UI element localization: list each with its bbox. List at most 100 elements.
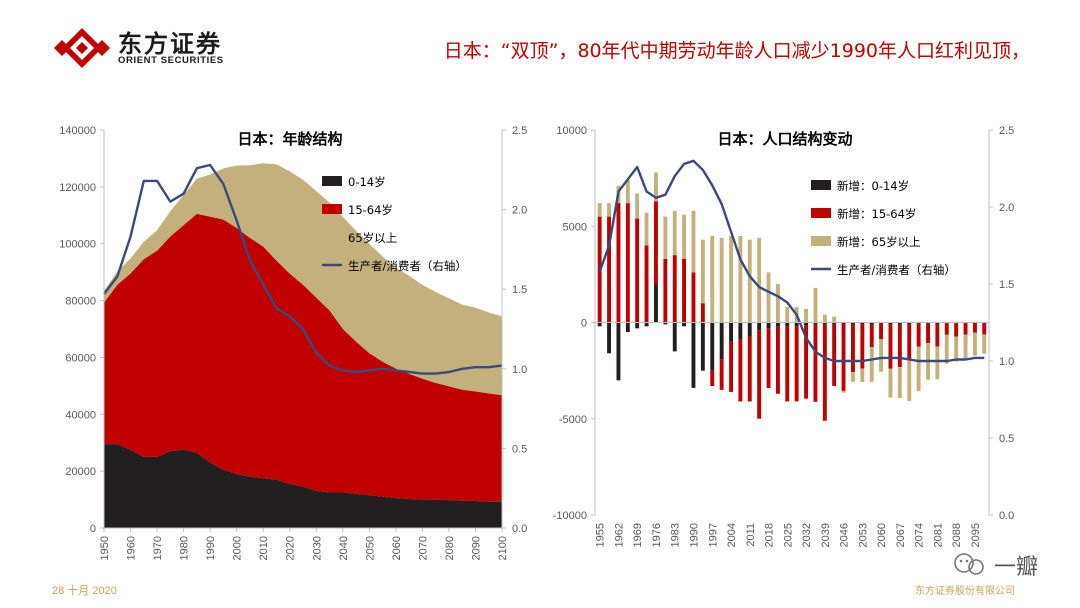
- bar-segment: [860, 324, 865, 369]
- bar-segment: [710, 370, 715, 386]
- bar-segment: [776, 284, 780, 323]
- bar-segment: [710, 322, 715, 371]
- bar-segment: [776, 322, 780, 327]
- line-producer-consumer-ratio: [598, 159, 985, 363]
- y-tick-label: 100000: [59, 239, 96, 251]
- bar-segment: [926, 322, 930, 324]
- legend-label: 生产者/消费者（右轴）: [348, 259, 467, 273]
- y-tick-label: -5000: [559, 414, 587, 426]
- bar-segment: [663, 216, 668, 259]
- bar-segment: [794, 322, 799, 327]
- bar-segment: [710, 235, 715, 323]
- legend-label: 生产者/消费者（右轴）: [837, 263, 956, 277]
- bar-segment: [738, 235, 743, 323]
- bar-segment: [954, 336, 959, 362]
- bar-segment: [691, 210, 696, 273]
- bar-segment: [897, 324, 902, 368]
- bar-segment: [729, 322, 733, 342]
- bar-segment: [804, 325, 808, 399]
- bar-segment: [907, 360, 912, 401]
- brand-name-cn: 东方证券: [118, 30, 222, 58]
- x-tick-label: 2088: [951, 523, 963, 547]
- bar-segment: [766, 272, 771, 323]
- x-tick-label: 2080: [444, 536, 456, 560]
- x-tick-label: 2074: [914, 523, 926, 547]
- x-tick-label: 2025: [782, 523, 794, 547]
- bar-segment: [663, 259, 668, 323]
- x-tick-label: 1983: [670, 523, 682, 547]
- bar-segment: [597, 322, 602, 327]
- legend-swatch: [811, 208, 831, 218]
- bar-segment: [841, 323, 846, 391]
- y-tick-label: 120000: [59, 182, 96, 194]
- legend-label: 15-64岁: [348, 203, 393, 217]
- x-tick-label: 2046: [839, 523, 851, 547]
- x-tick-label: 1969: [632, 523, 644, 547]
- x-tick-label: 2020: [285, 536, 297, 560]
- x-tick-label: 2039: [820, 523, 832, 547]
- bar-segment: [776, 326, 780, 394]
- y-right-tick-label: 2.0: [512, 205, 527, 217]
- y-right-tick-label: 0.5: [512, 443, 527, 455]
- y-right-tick-label: 0.5: [999, 433, 1014, 445]
- bar-segment: [869, 322, 874, 324]
- brand-name-en: ORIENT SECURITIES: [118, 55, 224, 66]
- bar-segment: [944, 334, 949, 364]
- y-right-tick-label: 2.0: [999, 202, 1014, 214]
- bar-segment: [682, 214, 686, 259]
- y-tick-label: 10000: [556, 125, 587, 137]
- bar-segment: [963, 323, 968, 335]
- bar-segment: [841, 390, 846, 393]
- bar-segment: [888, 322, 893, 325]
- y-tick-label: 40000: [65, 409, 96, 421]
- bar-segment: [672, 255, 677, 323]
- bar-segment: [935, 346, 940, 380]
- bar-segment: [860, 322, 865, 325]
- x-tick-label: 2081: [932, 523, 944, 547]
- y-tick-label: -10000: [553, 510, 587, 522]
- bar-segment: [869, 347, 874, 382]
- x-tick-label: 1970: [152, 536, 164, 560]
- y-tick-label: 0: [581, 318, 587, 330]
- bar-segment: [635, 218, 640, 323]
- y-tick-label: 5000: [563, 221, 587, 233]
- bar-segment: [832, 316, 837, 323]
- bar-segment: [794, 326, 799, 402]
- x-tick-label: 2060: [876, 523, 888, 547]
- bar-segment: [813, 322, 818, 325]
- x-tick-label: 1976: [651, 523, 663, 547]
- bar-segment: [625, 322, 630, 333]
- x-tick-label: 1997: [707, 523, 719, 547]
- y-right-tick-label: 1.0: [999, 356, 1014, 368]
- bar-segment: [757, 322, 762, 331]
- y-right-tick-label: 1.5: [512, 284, 527, 296]
- bar-segment: [851, 322, 855, 324]
- bar-segment: [616, 203, 621, 323]
- x-tick-label: 2018: [764, 523, 776, 547]
- bar-segment: [822, 322, 827, 325]
- x-tick-label: 2032: [801, 523, 813, 547]
- bar-segment: [907, 324, 912, 361]
- bar-segment: [804, 309, 808, 323]
- legend-swatch: [811, 236, 831, 246]
- x-tick-label: 1960: [126, 536, 138, 560]
- y-right-tick-label: 2.5: [999, 125, 1014, 137]
- footer-date: 28 十月 2020: [52, 585, 117, 597]
- bar-segment: [607, 216, 611, 323]
- x-tick-label: 2030: [311, 536, 323, 560]
- legend-label: 新增：0-14岁: [837, 179, 909, 193]
- bar-segment: [644, 212, 649, 246]
- bar-segment: [851, 324, 855, 373]
- slide-title: 日本：“双顶”，80年代中期劳动年龄人口减少1990年人口红利见顶，: [443, 40, 1030, 62]
- bar-segment: [822, 324, 827, 421]
- bar-segment: [719, 237, 724, 323]
- bar-segment: [682, 259, 686, 323]
- bar-segment: [691, 322, 696, 388]
- bar-segment: [888, 324, 893, 369]
- bar-segment: [963, 334, 968, 360]
- bar-segment: [644, 322, 649, 327]
- chart-title: 日本：年龄结构: [237, 130, 342, 148]
- bar-segment: [785, 322, 790, 327]
- bar-segment: [729, 341, 733, 392]
- bar-segment: [635, 322, 640, 329]
